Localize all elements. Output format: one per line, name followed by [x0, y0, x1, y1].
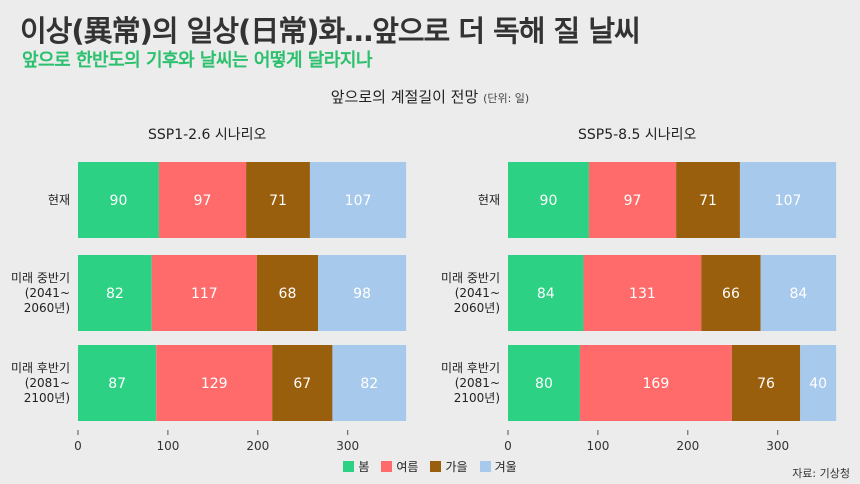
category-label-line: (2081~ — [455, 376, 500, 390]
bar-p1-late-winter — [332, 345, 407, 421]
category-label-p1-mid: 미래 중반기 (2041~ 2060년) — [11, 271, 70, 315]
data-label-p2-mid-spring: 84 — [537, 286, 555, 302]
data-label-p2-current-summer: 97 — [624, 193, 642, 209]
category-label-p2-current: 현재 — [478, 193, 500, 207]
legend-item-autumn: 가을 — [430, 458, 468, 475]
category-label-line: 미래 후반기 — [441, 361, 500, 375]
bar-p1-mid-winter — [318, 255, 407, 331]
category-label-line: (2041~ — [455, 286, 500, 300]
category-label-line: 미래 중반기 — [11, 271, 70, 285]
data-label-p1-current-spring: 90 — [110, 193, 128, 209]
data-label-p2-current-winter: 107 — [775, 193, 802, 209]
tick-label-p2-100: 100 — [586, 439, 609, 453]
tick-label-p1-0: 0 — [74, 439, 82, 453]
bar-p1-current-autumn — [246, 162, 310, 238]
category-label-line: 미래 중반기 — [441, 271, 500, 285]
data-label-p1-current-winter: 107 — [345, 193, 372, 209]
category-label-line: (2041~ — [25, 286, 70, 300]
legend-item-spring: 봄 — [343, 458, 369, 475]
bar-p2-mid-summer — [583, 255, 702, 331]
data-label-p1-mid-autumn: 68 — [279, 286, 297, 302]
subheadline: 앞으로 한반도의 기후와 날씨는 어떻게 달라지나 — [22, 50, 373, 71]
bar-p1-mid-spring — [78, 255, 152, 331]
category-label-line: (2081~ — [25, 376, 70, 390]
bar-p2-late-autumn — [731, 345, 801, 421]
data-label-p2-late-summer: 169 — [643, 376, 670, 392]
category-label-line: 2100년) — [24, 391, 70, 405]
category-label-p2-late: 미래 후반기 (2081~ 2100년) — [441, 361, 500, 405]
legend-label-autumn: 가을 — [445, 460, 468, 474]
data-label-p2-current-spring: 90 — [540, 193, 558, 209]
bar-p2-late-winter — [800, 345, 837, 421]
data-label-p2-late-winter: 40 — [809, 376, 827, 392]
bar-p2-mid-spring — [508, 255, 584, 331]
legend-label-summer: 여름 — [396, 460, 419, 474]
panel-title-ssp5: SSP5-8.5 시나리오 — [578, 127, 697, 143]
bar-p1-late-summer — [156, 345, 273, 421]
tick-label-p1-100: 100 — [156, 439, 179, 453]
category-label-line: 2100년) — [454, 391, 500, 405]
bar-p2-current-summer — [588, 162, 677, 238]
category-label-line: 미래 후반기 — [11, 361, 70, 375]
category-label-line: 2060년) — [24, 301, 70, 315]
tick-label-p2-300: 300 — [766, 439, 789, 453]
data-label-p2-mid-winter: 84 — [789, 286, 807, 302]
bar-p2-current-spring — [508, 162, 589, 238]
bar-p1-late-autumn — [272, 345, 333, 421]
data-label-p2-late-autumn: 76 — [757, 376, 775, 392]
bar-p2-current-autumn — [676, 162, 740, 238]
legend-swatch-autumn — [430, 461, 442, 472]
category-label-line: 현재 — [48, 193, 70, 207]
bar-p2-current-winter — [739, 162, 837, 238]
bar-p2-mid-winter — [760, 255, 837, 331]
category-label-p2-mid: 미래 중반기 (2041~ 2060년) — [441, 271, 500, 315]
category-label-line: 2060년) — [454, 301, 500, 315]
legend-item-winter: 겨울 — [479, 458, 517, 475]
tick-label-p2-0: 0 — [504, 439, 512, 453]
legend: 봄 여름 가을 겨울 — [0, 458, 860, 475]
bar-p1-current-winter — [309, 162, 407, 238]
chart-title: 앞으로의 계절길이 전망 (단위: 일) — [0, 86, 860, 107]
data-label-p2-late-spring: 80 — [535, 376, 553, 392]
data-label-p1-mid-summer: 117 — [191, 286, 218, 302]
data-label-p2-mid-summer: 131 — [629, 286, 656, 302]
legend-label-winter: 겨울 — [494, 460, 517, 474]
legend-item-summer: 여름 — [381, 458, 418, 475]
legend-swatch-summer — [381, 461, 393, 472]
category-label-p1-current: 현재 — [48, 193, 70, 207]
unit-note: (단위: 일) — [483, 92, 530, 105]
bar-p1-current-spring — [78, 162, 159, 238]
category-label-p1-late: 미래 후반기 (2081~ 2100년) — [11, 361, 70, 405]
data-label-p2-current-autumn: 71 — [699, 193, 717, 209]
data-label-p1-mid-spring: 82 — [106, 286, 124, 302]
data-label-p1-late-autumn: 67 — [293, 376, 311, 392]
bar-p1-mid-autumn — [256, 255, 319, 331]
legend-swatch-spring — [343, 461, 355, 472]
bar-p1-mid-summer — [151, 255, 257, 331]
data-label-p1-late-summer: 129 — [201, 376, 228, 392]
bar-p1-late-spring — [78, 345, 157, 421]
data-label-p1-current-summer: 97 — [194, 193, 212, 209]
data-label-p1-late-winter: 82 — [360, 376, 378, 392]
bar-p2-mid-autumn — [701, 255, 761, 331]
legend-swatch-winter — [479, 461, 491, 472]
bar-p2-late-spring — [508, 345, 580, 421]
data-label-p1-late-spring: 87 — [108, 376, 126, 392]
data-label-p1-mid-winter: 98 — [353, 286, 371, 302]
legend-label-spring: 봄 — [358, 460, 370, 474]
bar-p2-late-summer — [579, 345, 732, 421]
bar-p1-current-summer — [158, 162, 247, 238]
tick-label-p1-200: 200 — [246, 439, 269, 453]
chart-title-text: 앞으로의 계절길이 전망 — [330, 88, 479, 106]
tick-label-p1-300: 300 — [336, 439, 359, 453]
data-label-p1-current-autumn: 71 — [269, 193, 287, 209]
panel-title-ssp1: SSP1-2.6 시나리오 — [148, 127, 267, 143]
data-label-p2-mid-autumn: 66 — [722, 286, 740, 302]
headline: 이상(異常)의 일상(日常)화…앞으로 더 독해 질 날씨 — [20, 14, 641, 48]
category-label-line: 현재 — [478, 193, 500, 207]
tick-label-p2-200: 200 — [676, 439, 699, 453]
source-note: 자료: 기상청 — [792, 467, 850, 480]
